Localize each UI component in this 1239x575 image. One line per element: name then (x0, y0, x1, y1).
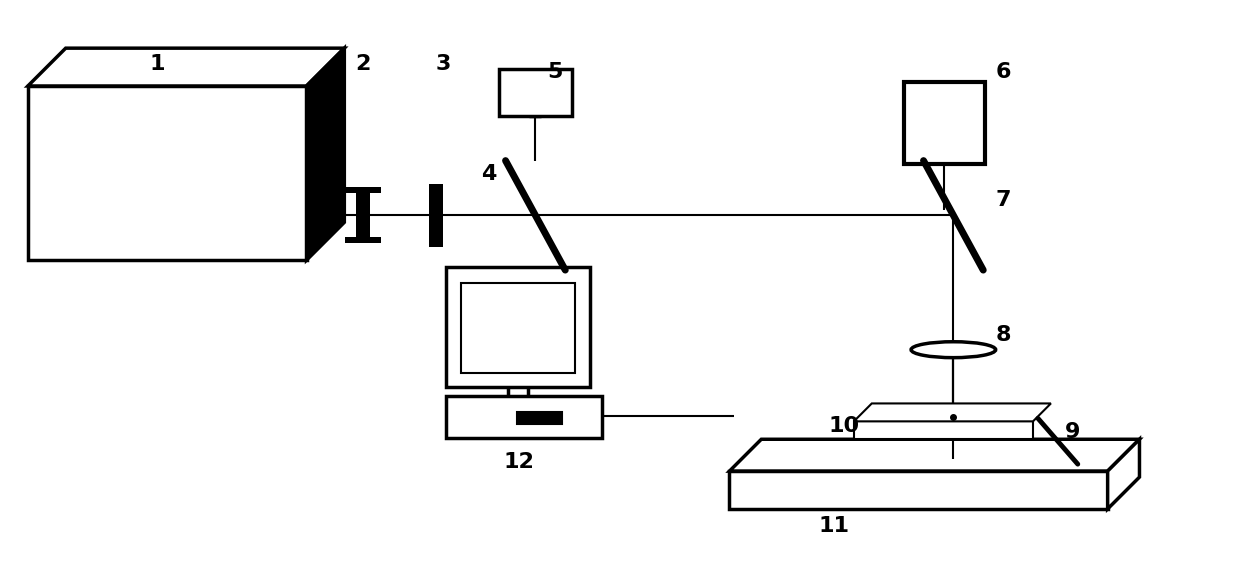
Text: 4: 4 (481, 163, 497, 183)
FancyBboxPatch shape (446, 397, 602, 438)
Text: 11: 11 (819, 516, 850, 536)
Polygon shape (730, 439, 1140, 471)
Polygon shape (854, 404, 1051, 421)
Text: 3: 3 (435, 54, 451, 74)
Text: 8: 8 (995, 325, 1011, 345)
Polygon shape (27, 48, 344, 86)
FancyBboxPatch shape (27, 86, 306, 260)
Text: 2: 2 (356, 54, 370, 74)
FancyBboxPatch shape (903, 82, 985, 164)
FancyBboxPatch shape (461, 283, 575, 373)
Text: 12: 12 (503, 452, 534, 472)
FancyBboxPatch shape (518, 412, 563, 424)
Text: 7: 7 (995, 190, 1011, 210)
FancyBboxPatch shape (429, 183, 442, 247)
FancyBboxPatch shape (346, 237, 382, 243)
Text: 1: 1 (150, 54, 165, 74)
FancyBboxPatch shape (498, 69, 572, 116)
Polygon shape (306, 48, 344, 260)
FancyBboxPatch shape (854, 421, 1033, 439)
FancyBboxPatch shape (357, 187, 370, 243)
FancyBboxPatch shape (446, 267, 590, 386)
FancyBboxPatch shape (346, 187, 382, 193)
FancyBboxPatch shape (730, 471, 1108, 509)
Text: 5: 5 (548, 62, 563, 82)
Ellipse shape (911, 342, 996, 358)
Polygon shape (1108, 439, 1140, 509)
Text: 10: 10 (829, 416, 860, 436)
Text: 6: 6 (995, 62, 1011, 82)
Text: 9: 9 (1066, 422, 1080, 442)
